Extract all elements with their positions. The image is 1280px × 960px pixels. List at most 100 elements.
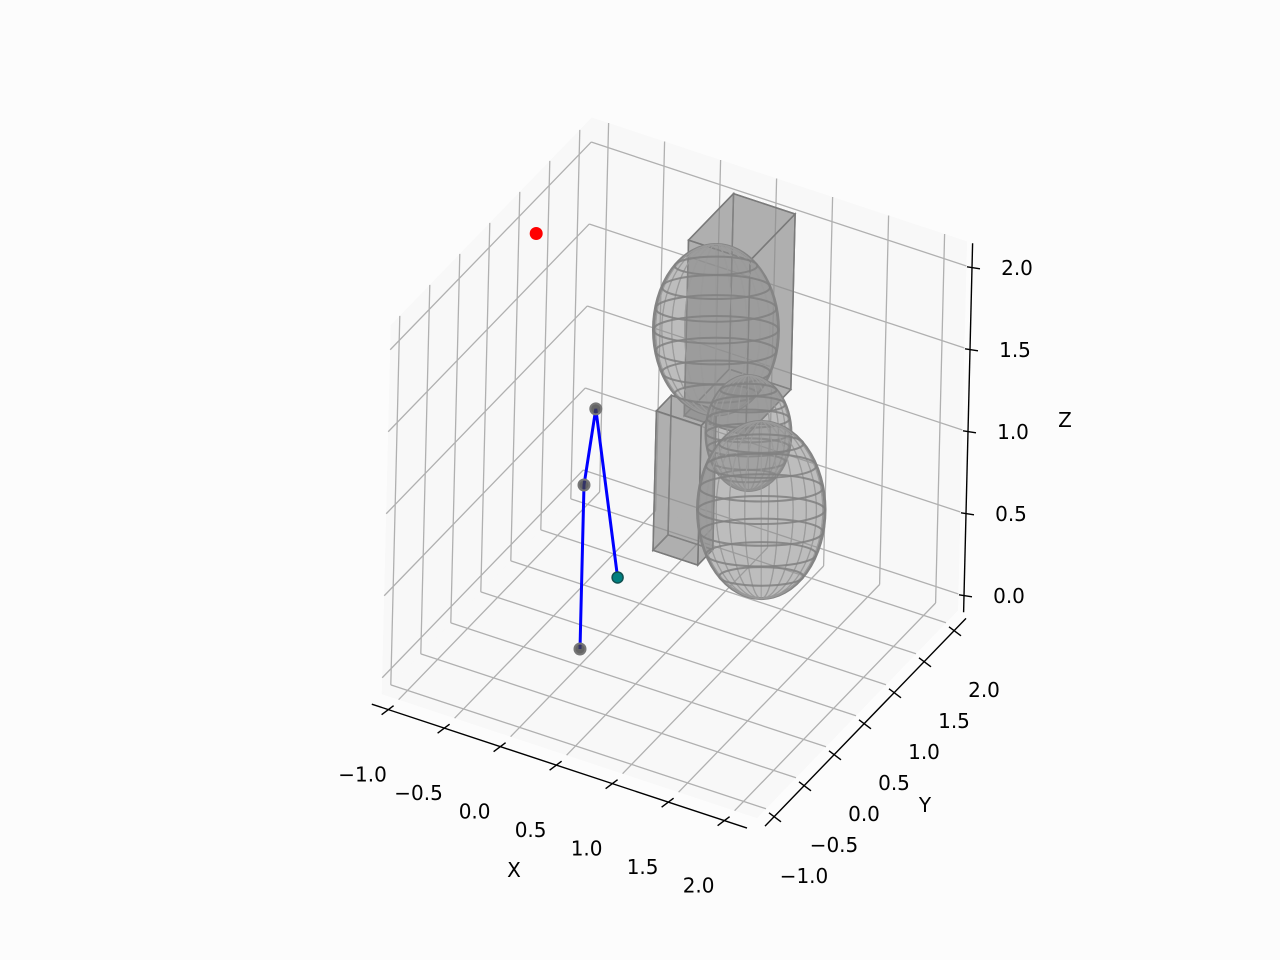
grid-line-x: [678, 584, 881, 793]
y-axis-line: [764, 617, 967, 827]
x-tick-label: 1.0: [571, 837, 603, 861]
arm-line: [578, 408, 620, 650]
grid-line-x: [598, 122, 610, 493]
z-tick: [962, 430, 977, 434]
grid-line-x: [510, 528, 713, 738]
z-tick: [964, 348, 979, 352]
grid-line-x: [454, 510, 657, 719]
y-tick: [858, 719, 872, 730]
y-tick: [948, 626, 962, 637]
ellipsoid-parallel: [660, 359, 772, 386]
left-pane: [381, 117, 592, 695]
ellipsoid-parallel: [705, 541, 818, 568]
grid-line-x: [734, 602, 937, 812]
z-tick: [960, 512, 975, 516]
ellipsoid-parallel: [673, 255, 759, 276]
grid-line-y: [510, 560, 887, 686]
grid-lines: [381, 117, 967, 819]
joint-marker: [573, 642, 587, 656]
ellipsoid-obstacle: [695, 419, 827, 601]
x-tick: [549, 760, 563, 771]
z-tick-label: 1.0: [997, 420, 1029, 444]
ellipsoid-parallel: [654, 294, 778, 323]
ellipsoid-parallel: [654, 336, 778, 366]
z-tick-label: 0.0: [993, 584, 1025, 608]
grid-line-y: [480, 591, 857, 717]
axis-lines: [371, 243, 981, 829]
grid-line-y: [390, 315, 401, 685]
grid-line-x: [398, 491, 601, 701]
box-face: [652, 409, 702, 567]
z-tick-label: 2.0: [1001, 256, 1033, 280]
grid-line-z: [586, 305, 963, 431]
x-tick: [493, 742, 507, 753]
y-tick-label: 0.5: [878, 771, 910, 795]
end-effector-marker: [611, 571, 624, 584]
y-tick-label: −1.0: [780, 864, 829, 888]
y-tick-label: 2.0: [968, 678, 1000, 702]
grid-line-y: [420, 284, 431, 654]
y-tick: [918, 657, 932, 668]
x-axis-label: X: [507, 858, 521, 882]
grid-line-z: [385, 305, 588, 515]
x-tick-label: 0.0: [459, 800, 491, 824]
y-tick-label: 1.5: [938, 709, 970, 733]
ellipsoid-parallel: [696, 494, 826, 526]
grid-line-y: [390, 684, 767, 810]
grid-line-x: [934, 233, 946, 604]
grid-line-y: [420, 653, 797, 779]
grid-line-z: [381, 469, 584, 679]
z-axis-label: Z: [1058, 408, 1072, 432]
obstacles: [651, 191, 827, 601]
joint-marker: [577, 478, 591, 492]
ellipsoid-parallel: [718, 433, 805, 454]
data-marks: [529, 227, 624, 656]
ellipsoid-meridian: [699, 420, 824, 600]
grid-line-z: [590, 141, 967, 267]
grid-line-y: [510, 191, 521, 561]
ellipsoid-parallel: [698, 473, 824, 503]
x-tick-label: 0.5: [515, 818, 547, 842]
y-tick: [798, 781, 812, 792]
grid-line-y: [450, 253, 461, 623]
grid-line-y: [570, 129, 581, 499]
x-tick: [437, 723, 451, 734]
grid-line-z: [588, 223, 965, 349]
x-tick-label: −0.5: [394, 781, 443, 805]
y-axis-label: Y: [918, 793, 932, 817]
z-axis-line: [962, 243, 974, 613]
grid-line-z: [383, 387, 586, 597]
grid-line-y: [540, 529, 917, 655]
y-tick: [888, 688, 902, 699]
grid-line-y: [450, 622, 827, 748]
target-marker: [529, 227, 543, 240]
grid-line-x: [878, 215, 890, 585]
ellipsoid-parallel: [698, 517, 824, 547]
grid-line-x: [622, 565, 825, 775]
ellipsoid-parallel: [652, 314, 780, 345]
grid-line-z: [387, 223, 590, 433]
x-tick: [381, 705, 395, 716]
x-tick-label: 1.5: [627, 855, 659, 879]
grid-line-y: [540, 160, 551, 530]
x-tick: [717, 816, 731, 827]
y-tick-label: 0.0: [848, 802, 880, 826]
x-tick: [661, 797, 675, 808]
ellipsoid-parallel: [719, 382, 778, 398]
y-tick-label: −0.5: [810, 833, 859, 857]
z-tick: [958, 594, 973, 598]
tick-labels: −1.0 −0.5 0.0 0.5 1.0 1.5 2.0 −1.0 −0.5 0.0 0.5 1.0…: [338, 256, 1033, 898]
joint-marker: [589, 402, 603, 416]
z-tick-label: 1.5: [999, 338, 1031, 362]
y-tick: [768, 812, 782, 823]
z-tick-label: 0.5: [995, 502, 1027, 526]
z-tick: [966, 266, 981, 270]
grid-line-z: [389, 141, 592, 351]
floor-pane: [381, 486, 958, 819]
x-tick: [605, 779, 619, 790]
y-tick: [828, 750, 842, 761]
x-tick-label: 2.0: [683, 874, 715, 898]
y-tick-label: 1.0: [908, 740, 940, 764]
